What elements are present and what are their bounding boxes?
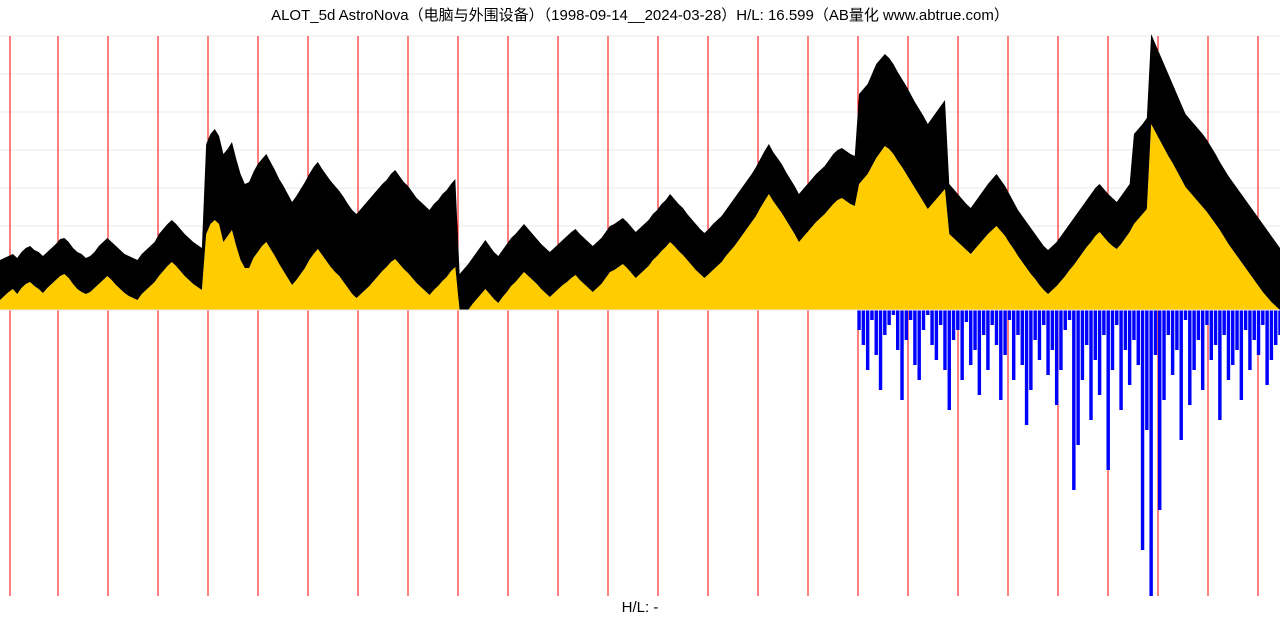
chart-title: ALOT_5d AstroNova（电脑与外围设备）（1998-09-14__2… <box>0 4 1280 25</box>
stock-chart <box>0 24 1280 596</box>
chart-footer: H/L: - <box>0 599 1280 616</box>
